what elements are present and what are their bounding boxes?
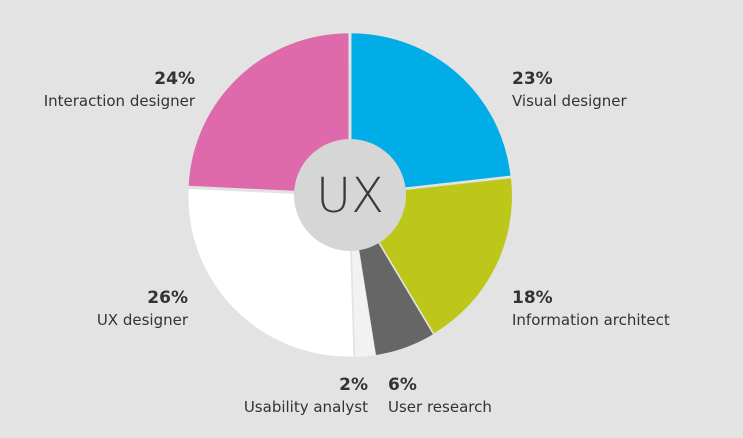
pie-slice-visual-designer [351, 33, 511, 194]
pie-slice-interaction-designer [188, 33, 349, 194]
slice-percent-label: 24% [154, 69, 195, 89]
slice-name-label: Visual designer [512, 92, 628, 110]
slice-name-label: User research [388, 398, 492, 416]
slice-name-label: Usability analyst [244, 398, 368, 416]
center-circle [294, 139, 406, 251]
slice-percent-label: 6% [388, 375, 417, 395]
slice-labels: 23% Visual designer 18% Information archite… [44, 69, 670, 416]
slice-percent-label: 23% [512, 69, 553, 89]
slice-name-label: Interaction designer [44, 92, 196, 110]
slice-percent-label: 18% [512, 288, 553, 308]
center-label: UX [316, 168, 384, 224]
slice-name-label: Information architect [512, 311, 670, 329]
slice-name-label: UX designer [97, 311, 189, 329]
slice-percent-label: 26% [147, 288, 188, 308]
slice-percent-label: 2% [339, 375, 368, 395]
